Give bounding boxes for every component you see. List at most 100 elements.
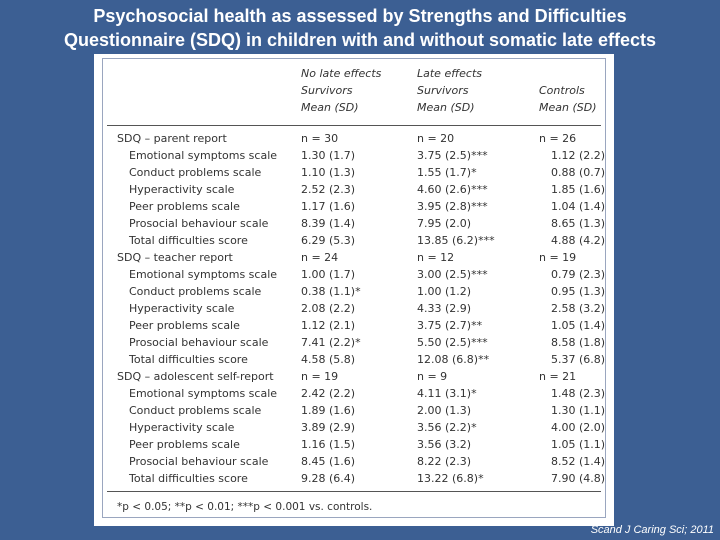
no-late-effects-value: 1.12 (2.1)	[301, 319, 356, 332]
row-label: Total difficulties score	[129, 472, 248, 485]
col-header-late-effects: Late effects Survivors Mean (SD)	[417, 65, 482, 116]
late-effects-value: 3.00 (2.5)***	[417, 268, 488, 281]
table-row: Prosocial behaviour scale 8.39 (1.4) 7.95 …	[103, 215, 605, 232]
table-row: Hyperactivity scale 3.89 (2.9) 3.56 (2.2)*…	[103, 419, 605, 436]
row-label: Conduct problems scale	[129, 166, 262, 179]
no-late-effects-value: n = 30	[301, 132, 339, 145]
no-late-effects-value: 2.42 (2.2)	[301, 387, 356, 400]
table-row: Peer problems scale 1.17 (1.6) 3.95 (2.8)*…	[103, 198, 605, 215]
controls-value: 1.85 (1.6)	[551, 183, 606, 196]
table-row: Peer problems scale 1.12 (2.1) 3.75 (2.7)*…	[103, 317, 605, 334]
controls-value: 4.88 (4.2)	[551, 234, 606, 247]
no-late-effects-value: 7.41 (2.2)*	[301, 336, 361, 349]
table-row: Conduct problems scale 1.89 (1.6) 2.00 (1.…	[103, 402, 605, 419]
controls-value: 1.04 (1.4)	[551, 200, 606, 213]
no-late-effects-value: 1.30 (1.7)	[301, 149, 356, 162]
late-effects-value: n = 20	[417, 132, 455, 145]
footer-rule	[107, 491, 601, 492]
col-header-controls: Controls Mean (SD)	[539, 82, 597, 116]
row-label: Hyperactivity scale	[129, 421, 235, 434]
table-row: Hyperactivity scale 2.52 (2.3) 4.60 (2.6)*…	[103, 181, 605, 198]
late-effects-value: 4.11 (3.1)*	[417, 387, 477, 400]
col-header-line: Controls	[539, 84, 585, 97]
citation: Scand J Caring Sci; 2011	[590, 524, 714, 536]
col-header-line: Mean (SD)	[301, 101, 359, 114]
table-row: Prosocial behaviour scale 8.45 (1.6) 8.22 …	[103, 453, 605, 470]
table-row: Emotional symptoms scale 1.30 (1.7) 3.75 (…	[103, 147, 605, 164]
no-late-effects-value: 1.10 (1.3)	[301, 166, 356, 179]
controls-value: 1.12 (2.2)	[551, 149, 606, 162]
late-effects-value: 8.22 (2.3)	[417, 455, 472, 468]
controls-value: 1.30 (1.1)	[551, 404, 606, 417]
controls-value: 2.58 (3.2)	[551, 302, 606, 315]
controls-value: 0.95 (1.3)	[551, 285, 606, 298]
late-effects-value: 2.00 (1.3)	[417, 404, 472, 417]
no-late-effects-value: 1.00 (1.7)	[301, 268, 356, 281]
late-effects-value: 13.85 (6.2)***	[417, 234, 495, 247]
controls-value: 5.37 (6.8)	[551, 353, 606, 366]
no-late-effects-value: 1.17 (1.6)	[301, 200, 356, 213]
no-late-effects-value: 9.28 (6.4)	[301, 472, 356, 485]
controls-value: 1.48 (2.3)	[551, 387, 606, 400]
row-label: Total difficulties score	[129, 353, 248, 366]
section-row: SDQ – teacher report n = 24 n = 12 n = 19	[103, 249, 605, 266]
row-label: SDQ – teacher report	[117, 251, 233, 264]
row-label: Total difficulties score	[129, 234, 248, 247]
no-late-effects-value: 2.08 (2.2)	[301, 302, 356, 315]
row-label: Prosocial behaviour scale	[129, 336, 269, 349]
row-label: Conduct problems scale	[129, 285, 262, 298]
title-line-2: Questionnaire (SDQ) in children with and…	[63, 30, 657, 50]
slide-title: Psychosocial health as assessed by Stren…	[0, 4, 720, 52]
controls-value: 4.00 (2.0)	[551, 421, 606, 434]
table-row: Conduct problems scale 1.10 (1.3) 1.55 (1.…	[103, 164, 605, 181]
col-header-no-late-effects: No late effects Survivors Mean (SD)	[301, 65, 381, 116]
row-label: Emotional symptoms scale	[129, 387, 278, 400]
late-effects-value: 1.55 (1.7)*	[417, 166, 477, 179]
header-rule	[107, 125, 601, 126]
row-label: Peer problems scale	[129, 319, 240, 332]
row-label: Hyperactivity scale	[129, 183, 235, 196]
section-row: SDQ – adolescent self-report n = 19 n = 9 n…	[103, 368, 605, 385]
row-label: Prosocial behaviour scale	[129, 217, 269, 230]
late-effects-value: 3.75 (2.7)**	[417, 319, 483, 332]
no-late-effects-value: 0.38 (1.1)*	[301, 285, 361, 298]
controls-value: 1.05 (1.4)	[551, 319, 606, 332]
late-effects-value: n = 9	[417, 370, 448, 383]
table-row: Total difficulties score 4.58 (5.8) 12.08 …	[103, 351, 605, 368]
late-effects-value: 4.60 (2.6)***	[417, 183, 488, 196]
table-row: Total difficulties score 9.28 (6.4) 13.22 …	[103, 470, 605, 487]
controls-value: 7.90 (4.8)	[551, 472, 606, 485]
no-late-effects-value: 8.45 (1.6)	[301, 455, 356, 468]
table-row: Emotional symptoms scale 2.42 (2.2) 4.11 (…	[103, 385, 605, 402]
col-header-line: Survivors	[301, 84, 353, 97]
row-label: Peer problems scale	[129, 200, 240, 213]
col-header-line: Late effects	[417, 67, 483, 80]
row-label: Hyperactivity scale	[129, 302, 235, 315]
table-row: Peer problems scale 1.16 (1.5) 3.56 (3.2) 1…	[103, 436, 605, 453]
controls-value: 8.58 (1.8)	[551, 336, 606, 349]
section-row: SDQ – parent report n = 30 n = 20 n = 26	[103, 130, 605, 147]
controls-value: n = 19	[539, 251, 577, 264]
col-header-line: Survivors	[417, 84, 469, 97]
table-card: No late effects Survivors Mean (SD) Late…	[94, 54, 614, 526]
no-late-effects-value: n = 24	[301, 251, 339, 264]
col-header-line: Mean (SD)	[417, 101, 475, 114]
table-row: Emotional symptoms scale 1.00 (1.7) 3.00 (…	[103, 266, 605, 283]
controls-value: n = 21	[539, 370, 577, 383]
table-row: Hyperactivity scale 2.08 (2.2) 4.33 (2.9) 2…	[103, 300, 605, 317]
row-label: Conduct problems scale	[129, 404, 262, 417]
late-effects-value: 3.75 (2.5)***	[417, 149, 488, 162]
table-row: Total difficulties score 6.29 (5.3) 13.85 …	[103, 232, 605, 249]
no-late-effects-value: 4.58 (5.8)	[301, 353, 356, 366]
late-effects-value: 3.95 (2.8)***	[417, 200, 488, 213]
late-effects-value: 13.22 (6.8)*	[417, 472, 484, 485]
late-effects-value: 4.33 (2.9)	[417, 302, 472, 315]
no-late-effects-value: 1.16 (1.5)	[301, 438, 356, 451]
col-header-line: Mean (SD)	[539, 101, 597, 114]
late-effects-value: 3.56 (2.2)*	[417, 421, 477, 434]
table-footnote: *p < 0.05; **p < 0.01; ***p < 0.001 vs. …	[117, 501, 373, 513]
row-label: SDQ – parent report	[117, 132, 227, 145]
table-row: Conduct problems scale 0.38 (1.1)* 1.00 (1…	[103, 283, 605, 300]
controls-value: 8.65 (1.3)	[551, 217, 606, 230]
row-label: Prosocial behaviour scale	[129, 455, 269, 468]
